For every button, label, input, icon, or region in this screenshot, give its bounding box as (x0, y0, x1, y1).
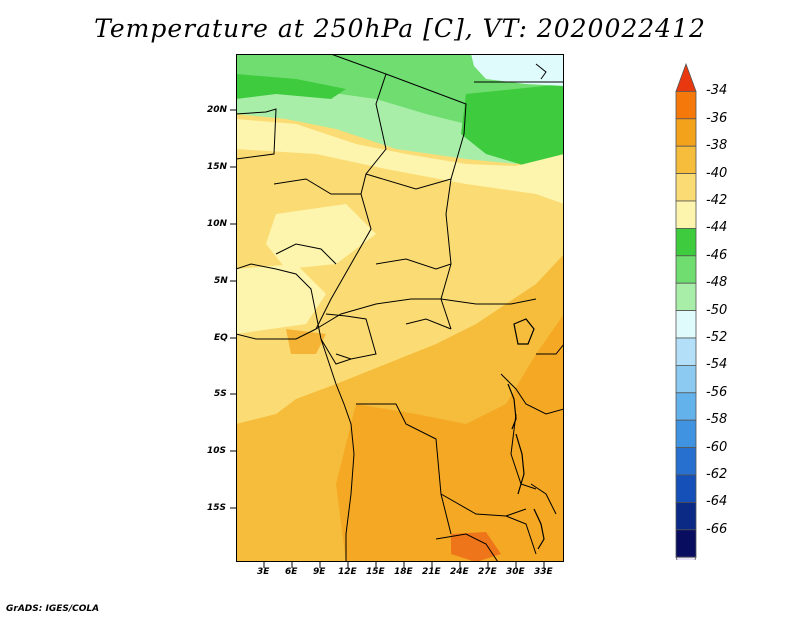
lon-label-27e: 27E (478, 567, 497, 577)
colorbar-label: -50 (706, 302, 728, 318)
lat-label-eq: EQ (214, 333, 228, 343)
lon-label-30e: 30E (506, 567, 525, 577)
region-cyan (471, 54, 564, 86)
colorbar-segment (675, 173, 697, 202)
region-red-patch (451, 532, 501, 562)
region-orange-patch (286, 329, 326, 354)
colorbar-segment (675, 364, 697, 394)
lat-label-15s: 15S (207, 503, 227, 513)
colorbar-segment (675, 392, 697, 421)
axis-ticks (230, 109, 545, 568)
lat-label-15n: 15N (207, 162, 228, 172)
colorbar-segment (675, 501, 697, 531)
colorbar-label: -66 (706, 521, 728, 537)
lon-label-15e: 15E (366, 567, 385, 577)
region-pale-yellow-north (236, 119, 564, 204)
region-dark-green (461, 84, 564, 166)
map-canvas (235, 53, 565, 563)
colorbar-label: -40 (706, 165, 728, 181)
colorbar-label: -54 (706, 357, 728, 373)
colorbar-segment (675, 200, 697, 229)
colorbar-top-arrow (675, 62, 697, 92)
colorbar-segment (675, 90, 697, 120)
colorbar-label: -44 (706, 220, 728, 236)
lat-label-20n: 20N (207, 105, 228, 115)
lon-label-33e: 33E (534, 567, 553, 577)
region-dark-orange (336, 314, 564, 562)
lon-label-3e: 3E (257, 567, 270, 577)
lat-label-10s: 10S (207, 446, 227, 456)
colorbar-label: -46 (706, 247, 728, 263)
lon-label-9e: 9E (313, 567, 326, 577)
colorbar-segment (675, 310, 697, 339)
colorbar-segment (675, 255, 697, 284)
lat-label-10n: 10N (207, 219, 228, 229)
colorbar-label: -56 (706, 384, 728, 400)
lat-label-5n: 5N (214, 276, 228, 286)
lon-label-24e: 24E (450, 567, 469, 577)
colorbar-bottom-arrow (675, 556, 697, 560)
colorbar-label: -60 (706, 439, 728, 455)
colorbar-label: -42 (706, 193, 728, 208)
country-borders (235, 53, 565, 563)
colorbar-label: -36 (706, 110, 728, 126)
lon-label-18e: 18E (394, 567, 413, 577)
colorbar-segment (675, 118, 697, 147)
coastline (235, 263, 355, 562)
colorbar-segment (675, 145, 697, 174)
colorbar-label: -52 (706, 330, 728, 345)
colorbar-segment (675, 474, 697, 503)
colorbar-label: -34 (706, 83, 728, 99)
map-title: Temperature at 250hPa [C], VT: 202002241… (94, 14, 706, 43)
colorbar-segment (675, 337, 697, 366)
region-dark-green-west (236, 74, 346, 99)
colorbar-segment (675, 529, 697, 558)
colorbar-segment (675, 419, 697, 449)
colorbar (675, 62, 697, 560)
colorbar-segment (675, 227, 697, 257)
lon-label-6e: 6E (285, 567, 298, 577)
colorbar-label: -62 (706, 467, 728, 482)
lon-label-21e: 21E (422, 567, 441, 577)
colorbar-label: -64 (706, 494, 728, 510)
lakes (507, 318, 545, 550)
colorbar-label: -48 (706, 275, 728, 291)
map-frame (236, 54, 564, 562)
lat-label-5s: 5S (214, 389, 227, 399)
colorbar-segment (675, 447, 697, 476)
river-nile (535, 63, 547, 80)
temperature-map (235, 53, 565, 563)
lon-label-12e: 12E (338, 567, 357, 577)
colorbar-segment (675, 282, 697, 311)
grads-credit: GrADS: IGES/COLA (6, 604, 100, 614)
colorbar-label: -38 (706, 138, 728, 154)
colorbar-label: -58 (706, 412, 728, 428)
region-pale-yellow-west (266, 204, 376, 269)
